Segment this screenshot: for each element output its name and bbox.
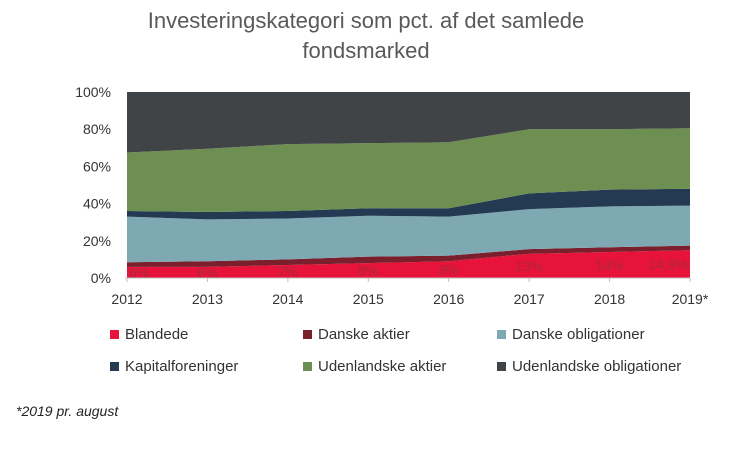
legend-label: Danske aktier <box>318 326 410 343</box>
legend-label: Udenlandske obligationer <box>512 358 682 375</box>
x-tick-label: 2019* <box>672 291 709 307</box>
legend-swatch <box>110 330 119 339</box>
legend-item: Udenlandske aktier <box>303 358 446 375</box>
area-series-4 <box>127 188 690 220</box>
legend-item: Kapitalforeninger <box>110 358 238 375</box>
legend-swatch <box>110 362 119 371</box>
legend-label: Danske obligationer <box>512 326 645 343</box>
area-series-1 <box>127 250 690 278</box>
area-series-5 <box>127 128 690 212</box>
data-label-blandede: 6% <box>129 264 149 280</box>
data-label-blandede: 8% <box>358 263 378 279</box>
footnote: *2019 pr. august <box>16 403 119 419</box>
y-tick-label: 100% <box>75 84 111 100</box>
y-tick-label: 60% <box>83 158 111 174</box>
x-tick-label: 2012 <box>111 291 142 307</box>
area-series-2 <box>127 245 690 267</box>
legend-item: Blandede <box>110 326 188 343</box>
data-label-blandede: 9% <box>439 262 459 278</box>
x-tick-label: 2016 <box>433 291 464 307</box>
legend-label: Kapitalforeninger <box>125 358 239 375</box>
data-label-blandede: 14% <box>596 257 624 273</box>
data-label-blandede: 13% <box>515 258 543 274</box>
x-tick-label: 2017 <box>514 291 545 307</box>
chart-title-line-2: fondsmarked <box>302 38 430 63</box>
legend-label: Blandede <box>125 326 189 343</box>
area-series-6 <box>127 92 690 153</box>
legend-swatch <box>303 362 312 371</box>
legend-label: Udenlandske aktier <box>318 358 447 375</box>
chart-title-line-1: Investeringskategori som pct. af det sam… <box>147 8 585 33</box>
x-tick-label: 2018 <box>594 291 625 307</box>
x-tick-label: 2015 <box>353 291 384 307</box>
data-label-blandede: 6% <box>197 264 217 280</box>
y-tick-label: 40% <box>83 196 111 212</box>
x-tick-label: 2014 <box>272 291 303 307</box>
legend-item: Danske obligationer <box>497 326 645 343</box>
legend-item: Danske aktier <box>303 326 410 343</box>
data-label-blandede: 14,9% <box>648 256 688 272</box>
legend-swatch <box>303 330 312 339</box>
x-tick-label: 2013 <box>192 291 223 307</box>
y-tick-label: 20% <box>83 233 111 249</box>
legend-item: Udenlandske obligationer <box>497 358 681 375</box>
y-tick-label: 0% <box>91 270 111 286</box>
y-tick-label: 80% <box>83 121 111 137</box>
chart-title: Investeringskategori som pct. af det sam… <box>0 6 732 66</box>
legend-swatch <box>497 362 506 371</box>
legend-swatch <box>497 330 506 339</box>
data-label-blandede: 7% <box>278 263 298 279</box>
area-series-3 <box>127 205 690 263</box>
